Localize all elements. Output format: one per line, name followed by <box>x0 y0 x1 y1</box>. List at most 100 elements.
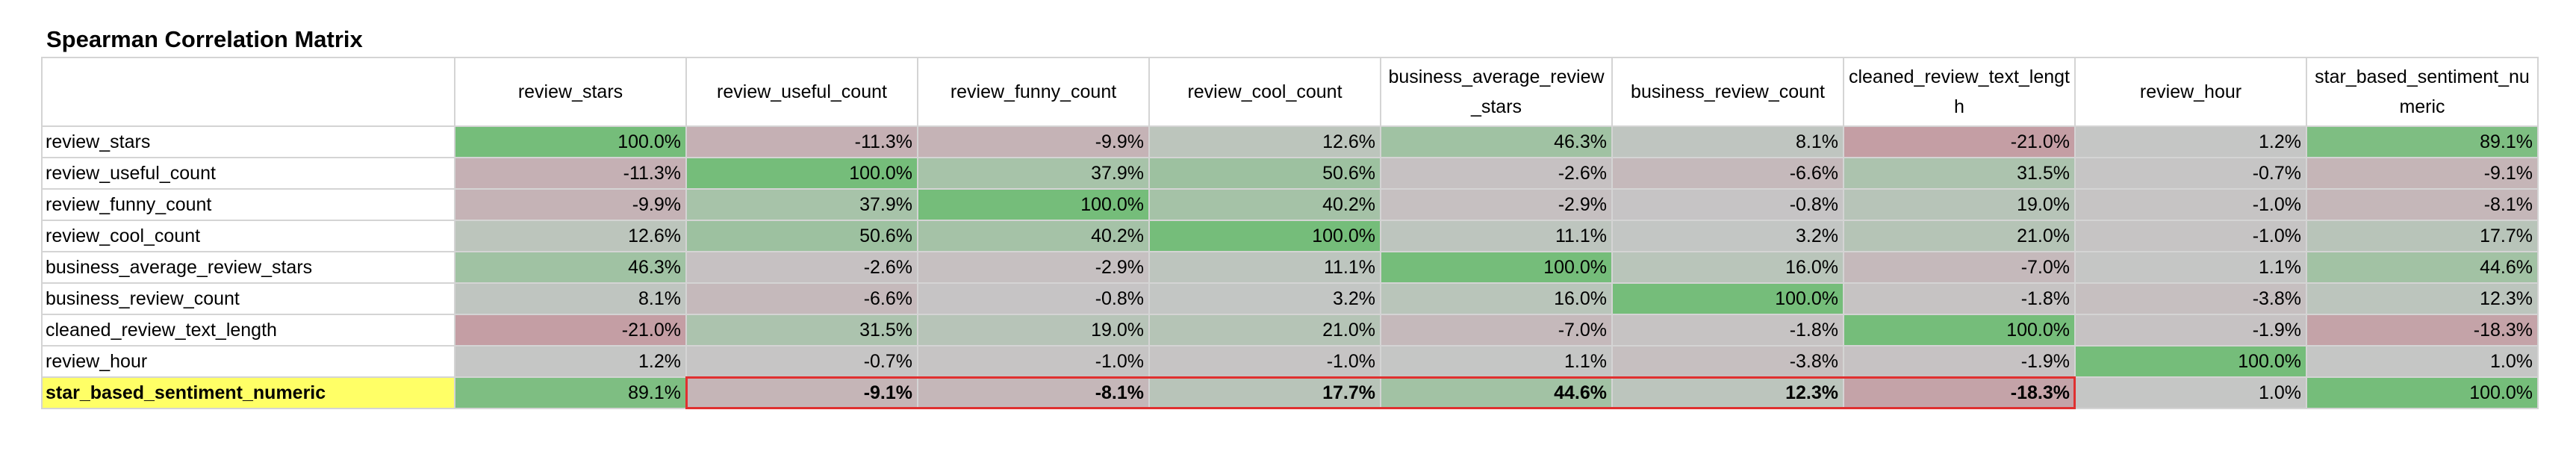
correlation-cell[interactable]: -1.0% <box>2074 220 2307 252</box>
row-label[interactable]: star_based_sentiment_numeric <box>41 376 455 409</box>
correlation-cell[interactable]: -9.1% <box>685 376 918 409</box>
correlation-cell[interactable]: -9.9% <box>454 188 687 221</box>
correlation-cell[interactable]: 44.6% <box>2306 251 2539 284</box>
correlation-cell[interactable]: -11.3% <box>685 125 918 158</box>
correlation-cell[interactable]: 11.1% <box>1148 251 1381 284</box>
column-header[interactable]: business_review_count <box>1611 57 1844 127</box>
column-header[interactable]: review_funny_count <box>917 57 1150 127</box>
correlation-cell[interactable]: -0.8% <box>917 282 1150 315</box>
correlation-cell[interactable]: 12.6% <box>454 220 687 252</box>
correlation-cell[interactable]: -6.6% <box>685 282 918 315</box>
column-header[interactable]: review_hour <box>2074 57 2307 127</box>
column-header[interactable]: review_stars <box>454 57 687 127</box>
correlation-cell[interactable]: 12.3% <box>1611 376 1844 409</box>
correlation-cell[interactable]: 50.6% <box>685 220 918 252</box>
correlation-cell[interactable]: 17.7% <box>1148 376 1381 409</box>
correlation-cell[interactable]: -3.8% <box>2074 282 2307 315</box>
column-header[interactable]: review_cool_count <box>1148 57 1381 127</box>
correlation-cell[interactable]: -0.8% <box>1611 188 1844 221</box>
correlation-cell[interactable]: 16.0% <box>1380 282 1613 315</box>
correlation-cell[interactable]: -21.0% <box>454 314 687 347</box>
correlation-cell[interactable]: 8.1% <box>454 282 687 315</box>
correlation-cell[interactable]: 19.0% <box>1843 188 2076 221</box>
correlation-cell[interactable]: 100.0% <box>917 188 1150 221</box>
correlation-cell[interactable]: 19.0% <box>917 314 1150 347</box>
column-header[interactable]: star_based_sentiment_numeric <box>2306 57 2539 127</box>
correlation-cell[interactable]: 100.0% <box>1148 220 1381 252</box>
correlation-cell[interactable]: -0.7% <box>2074 157 2307 190</box>
correlation-cell[interactable]: 50.6% <box>1148 157 1381 190</box>
correlation-cell[interactable]: 37.9% <box>685 188 918 221</box>
column-header[interactable]: review_useful_count <box>685 57 918 127</box>
correlation-cell[interactable]: 89.1% <box>2306 125 2539 158</box>
row-label[interactable]: review_cool_count <box>41 220 455 252</box>
correlation-cell[interactable]: -9.9% <box>917 125 1150 158</box>
correlation-cell[interactable]: -18.3% <box>1843 376 2076 409</box>
correlation-cell[interactable]: -2.6% <box>685 251 918 284</box>
correlation-cell[interactable]: 21.0% <box>1843 220 2076 252</box>
correlation-cell[interactable]: -2.9% <box>917 251 1150 284</box>
correlation-cell[interactable]: -11.3% <box>454 157 687 190</box>
correlation-cell[interactable]: -7.0% <box>1843 251 2076 284</box>
row-label[interactable]: business_review_count <box>41 282 455 315</box>
correlation-cell[interactable]: -2.9% <box>1380 188 1613 221</box>
correlation-cell[interactable]: -1.8% <box>1611 314 1844 347</box>
correlation-cell[interactable]: -18.3% <box>2306 314 2539 347</box>
row-label[interactable]: cleaned_review_text_length <box>41 314 455 347</box>
correlation-cell[interactable]: -1.9% <box>2074 314 2307 347</box>
correlation-cell[interactable]: 12.6% <box>1148 125 1381 158</box>
correlation-cell[interactable]: 100.0% <box>1611 282 1844 315</box>
correlation-cell[interactable]: 100.0% <box>685 157 918 190</box>
correlation-cell[interactable]: 21.0% <box>1148 314 1381 347</box>
correlation-cell[interactable]: -0.7% <box>685 345 918 378</box>
correlation-cell[interactable]: 1.2% <box>454 345 687 378</box>
row-label[interactable]: review_stars <box>41 125 455 158</box>
correlation-cell[interactable]: -8.1% <box>2306 188 2539 221</box>
row-label[interactable]: review_hour <box>41 345 455 378</box>
correlation-cell[interactable]: 3.2% <box>1611 220 1844 252</box>
column-header[interactable]: cleaned_review_text_length <box>1843 57 2076 127</box>
correlation-cell[interactable]: -9.1% <box>2306 157 2539 190</box>
correlation-cell[interactable]: 3.2% <box>1148 282 1381 315</box>
correlation-cell[interactable]: -1.0% <box>2074 188 2307 221</box>
correlation-cell[interactable]: 31.5% <box>685 314 918 347</box>
correlation-cell[interactable]: 100.0% <box>1380 251 1613 284</box>
correlation-cell[interactable]: 17.7% <box>2306 220 2539 252</box>
correlation-cell[interactable]: -7.0% <box>1380 314 1613 347</box>
correlation-cell[interactable]: 16.0% <box>1611 251 1844 284</box>
correlation-cell[interactable]: 89.1% <box>454 376 687 409</box>
row-label[interactable]: review_funny_count <box>41 188 455 221</box>
correlation-cell[interactable]: 44.6% <box>1380 376 1613 409</box>
correlation-cell[interactable]: 1.0% <box>2306 345 2539 378</box>
correlation-cell[interactable]: 11.1% <box>1380 220 1613 252</box>
correlation-cell[interactable]: 100.0% <box>2074 345 2307 378</box>
correlation-cell[interactable]: 100.0% <box>454 125 687 158</box>
correlation-cell[interactable]: 8.1% <box>1611 125 1844 158</box>
correlation-cell[interactable]: 1.2% <box>2074 125 2307 158</box>
row-label[interactable]: business_average_review_stars <box>41 251 455 284</box>
correlation-cell[interactable]: 46.3% <box>454 251 687 284</box>
correlation-cell[interactable]: -6.6% <box>1611 157 1844 190</box>
row-label[interactable]: review_useful_count <box>41 157 455 190</box>
column-header[interactable]: business_average_review_stars <box>1380 57 1613 127</box>
correlation-cell[interactable]: 40.2% <box>1148 188 1381 221</box>
correlation-cell[interactable]: -3.8% <box>1611 345 1844 378</box>
correlation-cell[interactable]: 1.1% <box>2074 251 2307 284</box>
correlation-cell[interactable]: 100.0% <box>2306 376 2539 409</box>
correlation-cell[interactable]: 1.0% <box>2074 376 2307 409</box>
correlation-cell[interactable]: -2.6% <box>1380 157 1613 190</box>
correlation-cell[interactable]: -8.1% <box>917 376 1150 409</box>
correlation-cell[interactable]: 1.1% <box>1380 345 1613 378</box>
correlation-cell[interactable]: 46.3% <box>1380 125 1613 158</box>
correlation-cell[interactable]: 31.5% <box>1843 157 2076 190</box>
correlation-cell[interactable]: -21.0% <box>1843 125 2076 158</box>
correlation-cell[interactable]: 37.9% <box>917 157 1150 190</box>
correlation-cell[interactable]: -1.8% <box>1843 282 2076 315</box>
correlation-cell[interactable]: -1.9% <box>1843 345 2076 378</box>
correlation-cell[interactable]: -1.0% <box>917 345 1150 378</box>
correlation-cell[interactable]: -1.0% <box>1148 345 1381 378</box>
corner-cell[interactable] <box>41 57 455 127</box>
correlation-cell[interactable]: 40.2% <box>917 220 1150 252</box>
correlation-cell[interactable]: 100.0% <box>1843 314 2076 347</box>
correlation-cell[interactable]: 12.3% <box>2306 282 2539 315</box>
